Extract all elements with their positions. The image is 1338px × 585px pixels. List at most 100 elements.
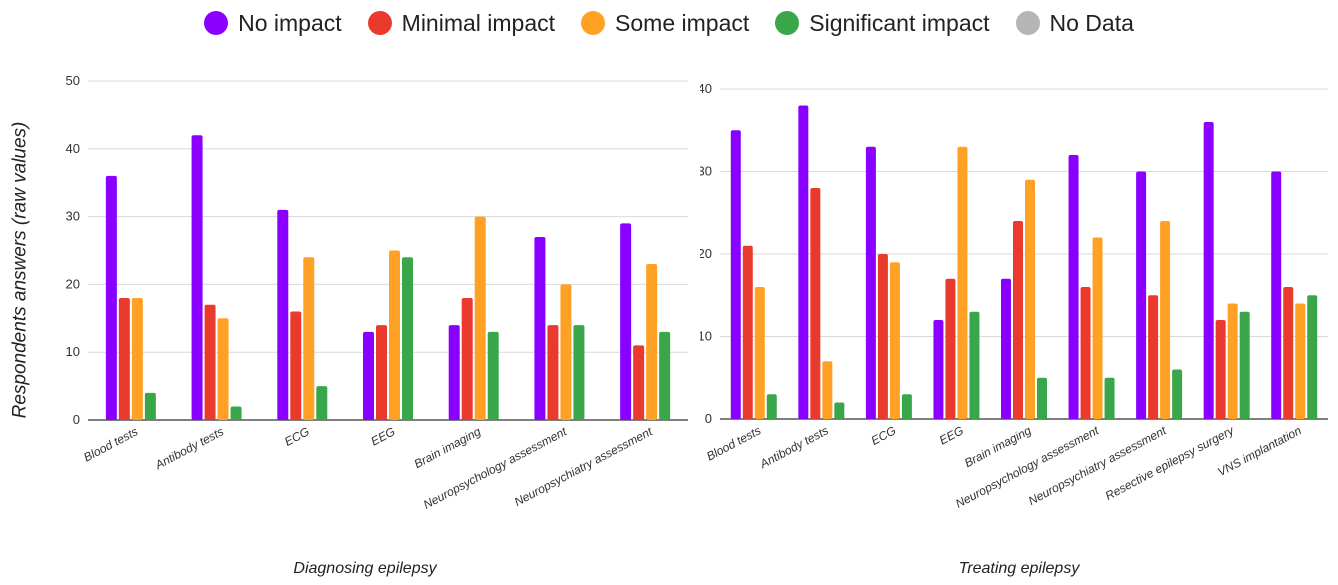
legend-item-minimal-impact: Minimal impact — [367, 9, 556, 37]
diag-bar-minimal-impact-antibody-tests — [204, 304, 216, 420]
diag-bar-no-impact-eeg — [363, 331, 374, 420]
treat-x-tick-label: Resective epilepsy surgery — [1103, 423, 1237, 503]
diag-bar-some-impact-antibody-tests — [217, 318, 229, 420]
diag-x-tick-label: Neuropsychology assessment — [421, 424, 570, 512]
treat-x-tick-label: Blood tests — [704, 423, 763, 463]
legend-label: No impact — [238, 9, 342, 36]
diag-y-tick-label: 0 — [73, 412, 80, 427]
treat-bar-no-impact-vns-implantation — [1271, 171, 1282, 419]
legend-item-some-impact: Some impact — [581, 10, 749, 37]
treat-bar-minimal-impact-vns-implantation — [1283, 287, 1294, 419]
legend-swatch-no-impact — [204, 11, 229, 35]
treat-bar-significant-impact-brain-imaging — [1037, 377, 1047, 419]
diag-bar-minimal-impact-brain-imaging — [461, 297, 473, 420]
treat-bar-significant-impact-eeg — [969, 311, 980, 419]
diag-bar-minimal-impact-neuropsychology-assessment — [547, 325, 559, 420]
treat-bar-significant-impact-blood-tests — [766, 394, 777, 419]
treat-bar-significant-impact-vns-implantation — [1307, 295, 1318, 419]
diag-y-tick-label: 50 — [66, 73, 80, 88]
diag-bar-minimal-impact-blood-tests — [118, 297, 130, 420]
diagnosing-chart: 0 10 20 30 40 50 Blood tests Antibody tests ECG E… — [66, 73, 688, 512]
diag-y-tick-label: 30 — [66, 209, 80, 224]
treat-bar-some-impact-brain-imaging — [1025, 179, 1035, 419]
legend-label: Significant impact — [809, 9, 990, 36]
legend-label: Some impact — [615, 9, 750, 36]
diag-bar-significant-impact-neuropsychiatry-assessment — [659, 331, 671, 420]
diag-bar-no-impact-blood-tests — [105, 175, 117, 420]
legend-item-no-impact: No impact — [204, 10, 342, 37]
diag-x-tick-label: EEG — [368, 424, 397, 448]
diag-y-tick-label: 40 — [66, 141, 80, 156]
treat-bar-no-impact-neuropsychology-assessment — [1068, 155, 1079, 419]
legend-item-no-data: No Data — [1015, 9, 1134, 37]
diagnosing-x-axis-label: Diagnosing epilepsy — [293, 560, 437, 577]
treat-bar-minimal-impact-neuropsychology-assessment — [1080, 287, 1091, 419]
treat-bar-minimal-impact-neuropsychiatry-assessment — [1148, 295, 1159, 419]
diag-bar-some-impact-eeg — [389, 250, 400, 420]
treat-bar-some-impact-resective-epilepsy-surgery — [1227, 303, 1238, 419]
treating-x-axis-label: Treating epilepsy — [958, 560, 1080, 577]
treat-x-tick-label: ECG — [869, 423, 899, 448]
treat-bar-no-impact-brain-imaging — [1001, 278, 1011, 419]
treat-bar-no-impact-blood-tests — [730, 130, 741, 419]
diag-bar-some-impact-brain-imaging — [474, 216, 486, 420]
diag-bar-minimal-impact-eeg — [376, 325, 387, 420]
legend-swatch-some-impact — [581, 11, 606, 35]
treat-bar-some-impact-ecg — [889, 262, 900, 419]
treat-bar-minimal-impact-blood-tests — [742, 245, 753, 419]
diag-bar-some-impact-blood-tests — [131, 297, 143, 420]
treat-y-tick-label: 40 — [700, 81, 712, 96]
treat-x-tick-label: EEG — [937, 423, 966, 447]
treat-bar-no-impact-ecg — [865, 146, 876, 419]
y-axis-label-container: Respondents answers (raw values) — [2, 60, 38, 480]
diag-bar-some-impact-neuropsychology-assessment — [560, 284, 572, 420]
diag-x-tick-label: Brain imaging — [412, 424, 484, 471]
legend-swatch-minimal-impact — [367, 11, 392, 35]
diag-x-tick-label: Antibody tests — [152, 424, 226, 472]
treat-bar-minimal-impact-eeg — [945, 278, 956, 419]
diag-bar-no-impact-neuropsychiatry-assessment — [620, 223, 632, 420]
treat-bar-minimal-impact-brain-imaging — [1013, 221, 1023, 419]
legend-label: No Data — [1049, 9, 1134, 36]
treat-bar-significant-impact-neuropsychiatry-assessment — [1172, 369, 1183, 419]
y-axis-label: Respondents answers (raw values) — [9, 121, 30, 419]
treat-bar-significant-impact-resective-epilepsy-surgery — [1239, 311, 1250, 419]
diag-bar-no-impact-brain-imaging — [448, 325, 460, 420]
treat-bar-significant-impact-neuropsychology-assessment — [1104, 377, 1115, 419]
diag-x-tick-label: Blood tests — [81, 424, 140, 464]
legend-swatch-significant-impact — [775, 11, 800, 35]
treat-bar-significant-impact-antibody-tests — [834, 402, 845, 419]
treat-y-tick-label: 20 — [700, 246, 712, 261]
diag-bar-some-impact-ecg — [303, 257, 315, 420]
treat-y-tick-label: 10 — [700, 329, 712, 344]
diag-x-tick-label: ECG — [282, 424, 312, 449]
treat-bar-some-impact-eeg — [957, 146, 968, 419]
diag-bar-some-impact-neuropsychiatry-assessment — [646, 264, 658, 420]
legend-item-significant-impact: Significant impact — [775, 9, 990, 37]
diag-y-tick-label: 20 — [66, 276, 80, 291]
legend-label: Minimal impact — [401, 9, 556, 36]
diag-bar-significant-impact-ecg — [316, 386, 328, 420]
treat-x-tick-label: Antibody tests — [757, 423, 831, 471]
diag-bar-no-impact-ecg — [277, 209, 289, 420]
treat-bar-significant-impact-ecg — [901, 394, 912, 419]
diag-y-tick-label: 10 — [66, 344, 80, 359]
chart-legend: No impact Minimal impact Some impact Signif… — [0, 6, 1338, 40]
diag-bar-significant-impact-antibody-tests — [230, 406, 242, 420]
diag-bar-significant-impact-neuropsychology-assessment — [573, 325, 585, 420]
treat-bar-some-impact-vns-implantation — [1295, 303, 1306, 419]
treat-bar-some-impact-neuropsychology-assessment — [1092, 237, 1103, 419]
diag-bar-significant-impact-eeg — [402, 257, 413, 420]
diag-bar-significant-impact-brain-imaging — [487, 331, 499, 420]
treat-bar-no-impact-antibody-tests — [798, 105, 809, 419]
treat-bar-some-impact-neuropsychiatry-assessment — [1160, 221, 1171, 419]
treat-bar-minimal-impact-resective-epilepsy-surgery — [1215, 320, 1226, 419]
treat-bar-some-impact-antibody-tests — [822, 361, 833, 419]
diag-bar-minimal-impact-ecg — [290, 311, 302, 420]
treat-bar-minimal-impact-antibody-tests — [810, 188, 821, 419]
legend-swatch-no-data — [1015, 11, 1040, 35]
treat-bar-no-impact-resective-epilepsy-surgery — [1203, 122, 1214, 419]
diag-x-tick-label: Neuropsychiatry assessment — [512, 424, 655, 509]
diag-bar-minimal-impact-neuropsychiatry-assessment — [633, 345, 645, 420]
